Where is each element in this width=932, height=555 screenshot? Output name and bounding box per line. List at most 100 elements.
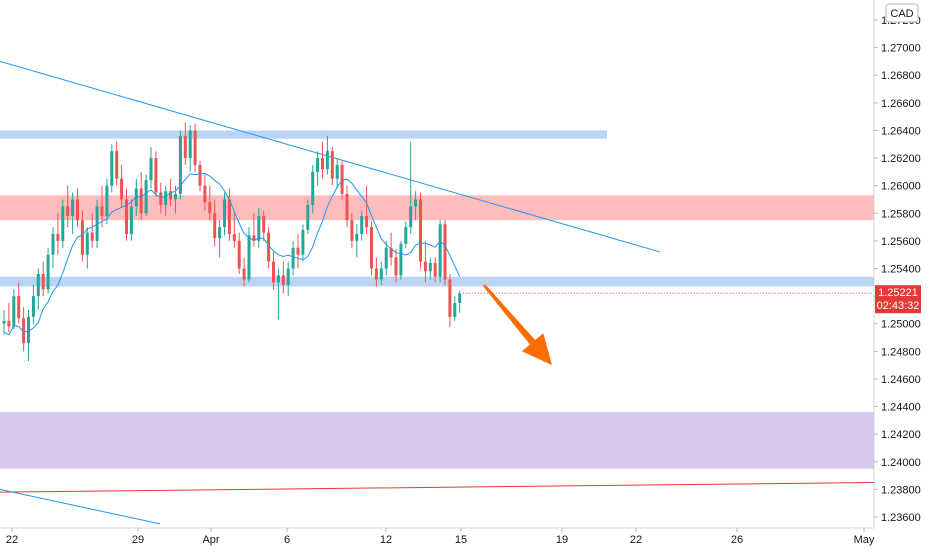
candle[interactable] — [360, 210, 364, 241]
candle[interactable] — [85, 227, 89, 269]
candle[interactable] — [232, 213, 236, 248]
candle[interactable] — [17, 282, 21, 324]
candle[interactable] — [448, 274, 452, 327]
upper-support-zone[interactable] — [0, 130, 607, 139]
candle[interactable] — [237, 232, 241, 275]
candle[interactable] — [213, 199, 217, 247]
candle[interactable] — [76, 188, 79, 228]
candle[interactable] — [438, 220, 442, 283]
candle[interactable] — [419, 192, 422, 269]
candle[interactable] — [414, 191, 418, 221]
candle[interactable] — [296, 233, 300, 269]
candle[interactable] — [46, 247, 50, 294]
lower-descending-line[interactable] — [0, 488, 161, 525]
candle[interactable] — [125, 188, 128, 241]
candle[interactable] — [404, 221, 408, 248]
candle[interactable] — [399, 240, 403, 280]
candle[interactable] — [61, 199, 65, 248]
candle[interactable] — [350, 213, 354, 248]
candle[interactable] — [41, 261, 45, 297]
candle[interactable] — [443, 220, 447, 286]
candle[interactable] — [183, 122, 187, 165]
candle[interactable] — [66, 185, 70, 228]
candle[interactable] — [242, 257, 246, 287]
long-term-support-line[interactable] — [0, 481, 876, 493]
candle[interactable] — [31, 285, 35, 324]
candle[interactable] — [56, 213, 60, 255]
projection-arrow[interactable] — [482, 284, 552, 366]
descending-trendline[interactable] — [0, 60, 661, 253]
candle[interactable] — [129, 199, 133, 241]
candle[interactable] — [267, 227, 271, 269]
candle[interactable] — [218, 220, 222, 258]
candle[interactable] — [379, 261, 383, 286]
candle[interactable] — [428, 257, 432, 280]
candle[interactable] — [144, 174, 148, 217]
candle[interactable] — [365, 185, 369, 234]
candle[interactable] — [71, 192, 75, 234]
moving-average-line[interactable] — [3, 172, 461, 336]
candle[interactable] — [345, 185, 349, 228]
candle[interactable] — [22, 307, 26, 352]
candle[interactable] — [301, 224, 305, 262]
candle[interactable] — [247, 227, 251, 283]
candle[interactable] — [51, 227, 55, 269]
candle[interactable] — [174, 185, 177, 214]
candle[interactable] — [178, 130, 182, 200]
candle[interactable] — [115, 141, 119, 186]
candle[interactable] — [325, 135, 329, 175]
candle[interactable] — [2, 309, 6, 335]
candle[interactable] — [262, 210, 266, 241]
candle[interactable] — [154, 151, 158, 197]
candle[interactable] — [80, 210, 84, 262]
candle[interactable] — [384, 240, 388, 276]
candle[interactable] — [90, 213, 94, 248]
candle[interactable] — [370, 221, 373, 276]
candle[interactable] — [193, 123, 197, 172]
candle[interactable] — [311, 164, 315, 214]
candle[interactable] — [139, 171, 143, 221]
candle[interactable] — [12, 289, 16, 330]
candle[interactable] — [164, 185, 168, 217]
candle[interactable] — [409, 141, 413, 234]
candle[interactable] — [134, 178, 138, 217]
candle[interactable] — [100, 185, 104, 228]
candle[interactable] — [198, 160, 202, 192]
candle[interactable] — [291, 240, 295, 276]
lower-support-zone[interactable] — [0, 276, 874, 287]
candle[interactable] — [188, 124, 192, 172]
candle[interactable] — [257, 207, 261, 248]
candle[interactable] — [159, 182, 163, 214]
candle[interactable] — [223, 192, 226, 236]
candle[interactable] — [203, 174, 207, 211]
candle[interactable] — [110, 144, 114, 193]
candle[interactable] — [281, 261, 285, 294]
candle[interactable] — [423, 240, 427, 283]
candle[interactable] — [355, 224, 359, 258]
candle[interactable] — [453, 296, 457, 321]
candle[interactable] — [374, 257, 378, 287]
candle[interactable] — [7, 303, 11, 333]
candle[interactable] — [306, 199, 310, 234]
candle[interactable] — [27, 309, 30, 361]
candle[interactable] — [276, 268, 280, 320]
candle[interactable] — [321, 141, 324, 179]
candle[interactable] — [335, 158, 339, 189]
time-axis[interactable]: 22 29 Apr 6 12 15 19 22 26 May — [0, 527, 875, 546]
candle[interactable] — [433, 257, 437, 283]
candle[interactable] — [227, 188, 231, 241]
candle[interactable] — [120, 164, 124, 207]
candle[interactable] — [286, 261, 290, 297]
candle[interactable] — [272, 251, 275, 290]
candle[interactable] — [149, 147, 153, 189]
candle[interactable] — [316, 151, 320, 186]
candle[interactable] — [36, 268, 40, 310]
candle[interactable] — [105, 178, 109, 225]
target-zone[interactable] — [0, 412, 874, 469]
candle[interactable] — [394, 249, 398, 283]
currency-badge[interactable]: CAD — [885, 3, 919, 23]
candle[interactable] — [208, 185, 212, 221]
candles-layer[interactable] — [2, 122, 462, 361]
